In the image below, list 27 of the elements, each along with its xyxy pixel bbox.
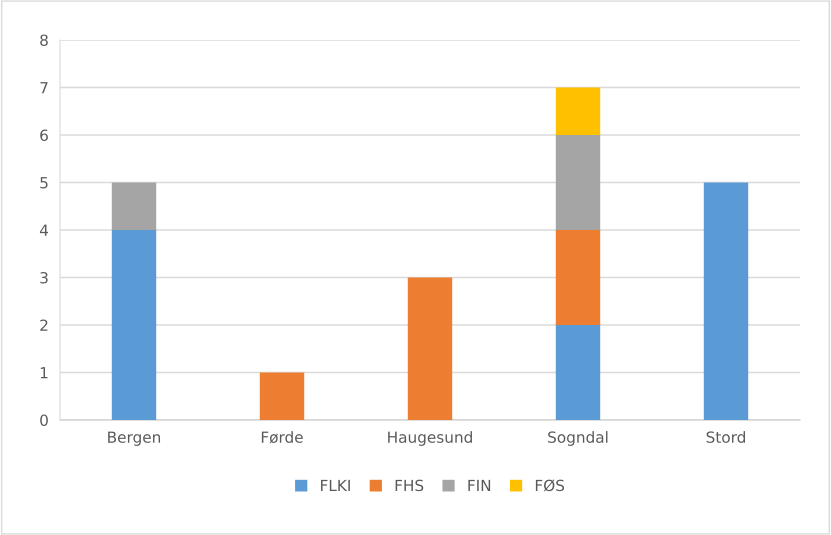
bar — [556, 325, 600, 420]
y-tick-label: 7 — [40, 82, 48, 94]
y-tick-label: 6 — [40, 129, 48, 142]
y-tick-label: 2 — [40, 319, 48, 331]
x-tick-label: Sogndal — [548, 431, 608, 446]
bar — [408, 278, 452, 420]
x-tick-label: Førde — [262, 431, 303, 444]
y-tick-label: 0 — [40, 414, 48, 426]
y-tick-label: 8 — [40, 34, 48, 46]
x-tick-label: Stord — [706, 431, 745, 443]
bar — [704, 182, 748, 420]
legend-label: FLKI — [321, 480, 350, 491]
legend-label: FIN — [468, 480, 490, 491]
bar — [112, 182, 156, 230]
y-tick-label: 3 — [40, 272, 48, 284]
y-tick-label: 4 — [40, 224, 48, 236]
legend-label: FØS — [536, 479, 564, 492]
bar — [556, 135, 600, 230]
bar — [260, 372, 304, 420]
bar — [556, 88, 600, 135]
bar — [112, 230, 156, 420]
x-tick-label: Haugesund — [388, 431, 472, 446]
bar — [556, 230, 600, 325]
y-tick-label: 1 — [40, 367, 48, 378]
y-tick-label: 5 — [40, 177, 48, 189]
x-tick-label: Bergen — [108, 432, 160, 446]
legend-label: FHS — [396, 480, 424, 492]
